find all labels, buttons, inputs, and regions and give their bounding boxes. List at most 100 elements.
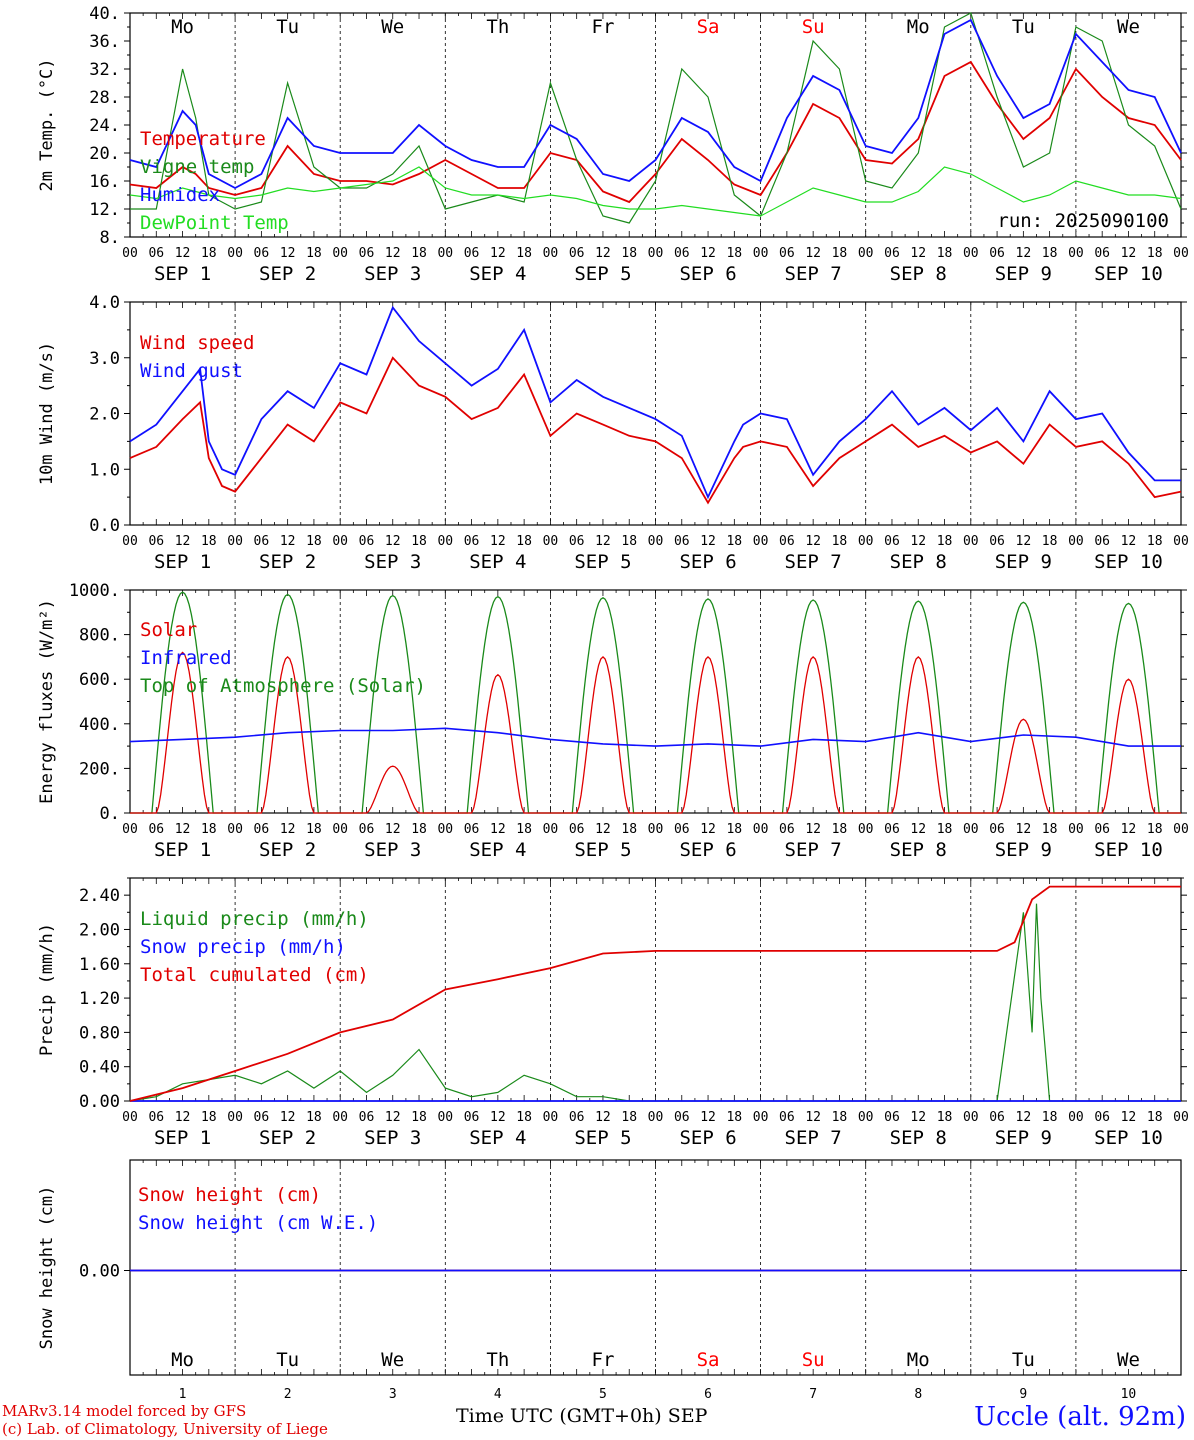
hour-tick-label: 06 bbox=[148, 246, 164, 261]
y-tick-label: 0. bbox=[100, 804, 120, 824]
hour-tick-label: 18 bbox=[937, 246, 953, 261]
y-tick-label: 32. bbox=[89, 60, 120, 80]
hour-tick-label: 18 bbox=[832, 1110, 848, 1125]
hour-tick-label: 18 bbox=[411, 534, 427, 549]
hour-tick-label: 12 bbox=[280, 246, 296, 261]
hour-tick-label: 12 bbox=[1121, 822, 1137, 837]
date-label: SEP 8 bbox=[890, 839, 947, 861]
date-label: SEP 9 bbox=[995, 839, 1052, 861]
hour-tick-label: 06 bbox=[254, 1110, 270, 1125]
hour-tick-label: 12 bbox=[1121, 1110, 1137, 1125]
legend-entry: Wind speed bbox=[140, 332, 254, 354]
weekday-label: Mo bbox=[171, 16, 194, 38]
hour-tick-label: 18 bbox=[1147, 246, 1163, 261]
hour-tick-label: 18 bbox=[201, 534, 217, 549]
weekday-label: Tu bbox=[276, 16, 299, 38]
hour-tick-label: 12 bbox=[805, 534, 821, 549]
y-tick-label: 24. bbox=[89, 116, 120, 136]
date-label: SEP 4 bbox=[469, 1127, 526, 1149]
y-tick-label: 0.00 bbox=[79, 1262, 120, 1282]
legend-entry: Infrared bbox=[140, 647, 232, 669]
hour-tick-label: 00 bbox=[1068, 246, 1084, 261]
hour-tick-label: 00 bbox=[227, 1110, 243, 1125]
hour-tick-label: 18 bbox=[832, 822, 848, 837]
hour-tick-label: 12 bbox=[280, 1110, 296, 1125]
y-tick-label: 4.0 bbox=[89, 293, 120, 313]
date-label: SEP 3 bbox=[364, 1127, 421, 1149]
hour-tick-label: 06 bbox=[1094, 1110, 1110, 1125]
series-line-humidex bbox=[129, 18, 1182, 190]
hour-tick-label: 00 bbox=[227, 246, 243, 261]
hour-tick-label: 06 bbox=[359, 534, 375, 549]
hour-tick-label: 06 bbox=[779, 1110, 795, 1125]
hour-tick-label: 12 bbox=[700, 534, 716, 549]
station-label: Uccle (alt. 92m) bbox=[974, 1402, 1186, 1432]
date-label: SEP 5 bbox=[574, 1127, 631, 1149]
weekday-label: We bbox=[381, 1349, 404, 1371]
hour-tick-label: 18 bbox=[1147, 822, 1163, 837]
hour-tick-label: 12 bbox=[385, 246, 401, 261]
hour-tick-label: 12 bbox=[700, 1110, 716, 1125]
hour-tick-label: 06 bbox=[254, 534, 270, 549]
legend-entry: Vigne temp bbox=[140, 156, 254, 178]
date-label: SEP 6 bbox=[679, 839, 736, 861]
hour-tick-label: 12 bbox=[1121, 246, 1137, 261]
hour-tick-label: 00 bbox=[1173, 1110, 1189, 1125]
hour-tick-label: 06 bbox=[674, 822, 690, 837]
hour-tick-label: 18 bbox=[516, 246, 532, 261]
hour-tick-label: 18 bbox=[201, 246, 217, 261]
hour-tick-label: 18 bbox=[937, 822, 953, 837]
hour-tick-label: 06 bbox=[254, 246, 270, 261]
hour-tick-label: 12 bbox=[490, 534, 506, 549]
hour-tick-label: 12 bbox=[175, 246, 191, 261]
date-label: SEP 6 bbox=[679, 1127, 736, 1149]
hour-tick-label: 18 bbox=[201, 1110, 217, 1125]
weekday-label: Mo bbox=[907, 1349, 930, 1371]
y-axis-label: Snow height (cm) bbox=[37, 1186, 57, 1350]
date-label: SEP 9 bbox=[995, 263, 1052, 285]
hour-tick-label: 18 bbox=[621, 534, 637, 549]
hour-tick-label: 12 bbox=[175, 534, 191, 549]
date-label: SEP 10 bbox=[1094, 1127, 1163, 1149]
hour-tick-label: 00 bbox=[648, 1110, 664, 1125]
hour-tick-label: 06 bbox=[148, 1110, 164, 1125]
date-label: SEP 8 bbox=[890, 263, 947, 285]
series-line-dewpoint-temp bbox=[129, 166, 1182, 217]
hour-tick-label: 12 bbox=[1016, 534, 1032, 549]
credit-line-1: MARv3.14 model forced by GFS bbox=[2, 1402, 247, 1420]
hour-tick-label: 00 bbox=[648, 246, 664, 261]
hour-tick-label: 00 bbox=[963, 246, 979, 261]
hour-tick-label: 18 bbox=[411, 1110, 427, 1125]
day-number-label: 10 bbox=[1121, 1387, 1137, 1402]
hour-tick-label: 12 bbox=[805, 246, 821, 261]
date-label: SEP 5 bbox=[574, 551, 631, 573]
hour-tick-label: 18 bbox=[516, 822, 532, 837]
hour-tick-label: 06 bbox=[884, 534, 900, 549]
hour-tick-label: 18 bbox=[1042, 1110, 1058, 1125]
weekday-label: Th bbox=[486, 1349, 509, 1371]
hour-tick-label: 06 bbox=[884, 822, 900, 837]
date-label: SEP 1 bbox=[154, 839, 211, 861]
date-label: SEP 4 bbox=[469, 551, 526, 573]
date-label: SEP 8 bbox=[890, 551, 947, 573]
hour-tick-label: 18 bbox=[621, 1110, 637, 1125]
hour-tick-label: 18 bbox=[306, 822, 322, 837]
y-axis-label: Precip (mm/h) bbox=[37, 923, 57, 1056]
date-label: SEP 3 bbox=[364, 551, 421, 573]
hour-tick-label: 06 bbox=[359, 246, 375, 261]
hour-tick-label: 00 bbox=[122, 822, 138, 837]
y-tick-label: 0.80 bbox=[79, 1023, 120, 1043]
date-label: SEP 9 bbox=[995, 1127, 1052, 1149]
y-tick-label: 1.0 bbox=[89, 460, 120, 480]
hour-tick-label: 00 bbox=[332, 1110, 348, 1125]
legend-entry: Snow height (cm) bbox=[138, 1184, 321, 1206]
weekday-label: Fr bbox=[592, 1349, 615, 1371]
hour-tick-label: 06 bbox=[464, 534, 480, 549]
day-number-label: 3 bbox=[389, 1387, 397, 1402]
hour-tick-label: 18 bbox=[411, 822, 427, 837]
hour-tick-label: 12 bbox=[910, 1110, 926, 1125]
hour-tick-label: 06 bbox=[464, 822, 480, 837]
hour-tick-label: 00 bbox=[332, 822, 348, 837]
date-label: SEP 8 bbox=[890, 1127, 947, 1149]
hour-tick-label: 00 bbox=[543, 822, 559, 837]
